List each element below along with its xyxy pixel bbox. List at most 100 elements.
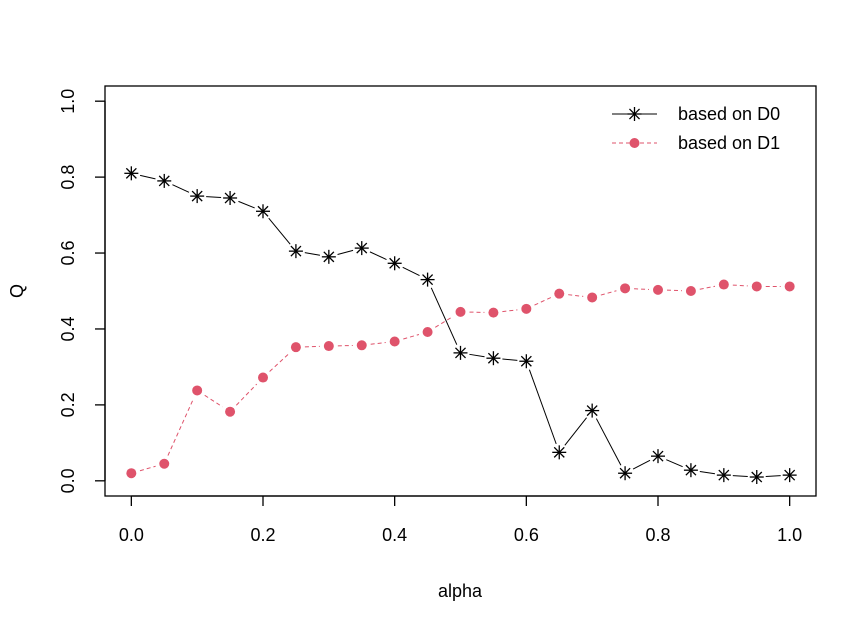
data-point [159, 458, 170, 469]
data-point [225, 406, 236, 417]
y-tick-label: 0.8 [58, 165, 78, 190]
series-layer [124, 166, 797, 485]
series-segment [595, 418, 622, 466]
series-segment [206, 196, 222, 198]
series-segment [139, 465, 156, 472]
data-point [223, 190, 238, 205]
series-segment [268, 217, 291, 245]
data-point [587, 292, 598, 303]
data-point [190, 189, 205, 204]
series-segment [699, 285, 716, 290]
y-axis-title: Q [7, 284, 27, 298]
x-axis-title: alpha [438, 581, 483, 601]
legend-label: based on D0 [678, 104, 780, 124]
data-point [389, 336, 400, 347]
series-segment [502, 358, 518, 361]
series-segment [534, 296, 552, 306]
series-segment [600, 290, 617, 296]
y-tick-label: 0.6 [58, 241, 78, 266]
series-segment [430, 287, 458, 345]
data-point [157, 173, 172, 188]
x-tick-label: 1.0 [777, 525, 802, 545]
series-segment [167, 398, 194, 456]
series-segment [732, 475, 748, 477]
data-point [651, 449, 665, 464]
series-0 [124, 166, 797, 485]
series-segment [235, 383, 258, 406]
series-segment [528, 369, 557, 445]
series-segment [502, 309, 518, 313]
data-point [258, 372, 268, 383]
data-point [455, 306, 466, 317]
data-point [653, 284, 663, 295]
data-point [288, 244, 303, 259]
series-segment [666, 289, 682, 292]
data-point [422, 327, 433, 337]
data-point [192, 385, 203, 396]
data-point [521, 303, 532, 314]
series-segment [369, 251, 387, 260]
y-tick-label: 0.0 [58, 468, 78, 493]
series-segment [568, 294, 584, 297]
data-point [751, 281, 762, 292]
legend-marker [627, 107, 642, 121]
data-point [124, 166, 139, 181]
data-point [784, 281, 795, 292]
series-segment [238, 200, 255, 209]
data-point [618, 466, 633, 481]
data-point [554, 288, 565, 299]
series-segment [403, 334, 420, 340]
data-point [782, 468, 797, 483]
x-tick-label: 0.2 [250, 525, 275, 545]
data-point [716, 468, 731, 483]
series-segment [699, 471, 716, 475]
data-point [256, 204, 270, 219]
data-point [126, 468, 137, 479]
series-segment [337, 249, 354, 256]
series-segment [632, 459, 651, 470]
x-axis: 0.0 0.2 0.4 0.6 0.8 1.0 [119, 495, 802, 545]
y-axis: 0.0 0.2 0.4 0.6 0.8 1.0 [58, 89, 106, 493]
data-point [290, 342, 301, 353]
series-segment [204, 394, 223, 408]
data-point [718, 279, 729, 290]
series-segment [172, 184, 190, 193]
data-point [354, 241, 369, 256]
data-point [685, 286, 696, 296]
series-segment [139, 174, 156, 180]
series-segment [634, 288, 650, 290]
y-tick-label: 0.4 [58, 316, 78, 341]
data-point [420, 272, 435, 287]
series-segment [402, 266, 420, 277]
x-tick-label: 0.0 [119, 525, 144, 545]
data-point [585, 403, 600, 418]
data-point [620, 283, 631, 294]
x-tick-label: 0.8 [645, 525, 670, 545]
data-point [321, 249, 336, 264]
series-segment [304, 345, 320, 348]
series-segment [564, 417, 587, 446]
data-point [356, 340, 367, 351]
data-point [749, 470, 764, 485]
series-segment [269, 352, 290, 372]
y-tick-label: 0.2 [58, 392, 78, 417]
legend: based on D0 based on D1 [612, 104, 780, 153]
data-point [323, 341, 334, 352]
data-point [387, 256, 402, 271]
legend-marker [629, 138, 640, 148]
data-point [683, 463, 698, 478]
data-point [486, 351, 501, 366]
data-point [453, 345, 468, 360]
y-tick-label: 1.0 [58, 89, 78, 114]
series-1 [126, 279, 795, 479]
x-tick-label: 0.4 [382, 525, 407, 545]
series-segment [765, 475, 781, 477]
series-segment [469, 353, 485, 358]
series-segment [435, 316, 454, 328]
series-segment [370, 342, 386, 345]
series-segment [666, 459, 683, 468]
series-segment [304, 252, 321, 256]
legend-label: based on D1 [678, 133, 780, 153]
x-tick-label: 0.6 [514, 525, 539, 545]
